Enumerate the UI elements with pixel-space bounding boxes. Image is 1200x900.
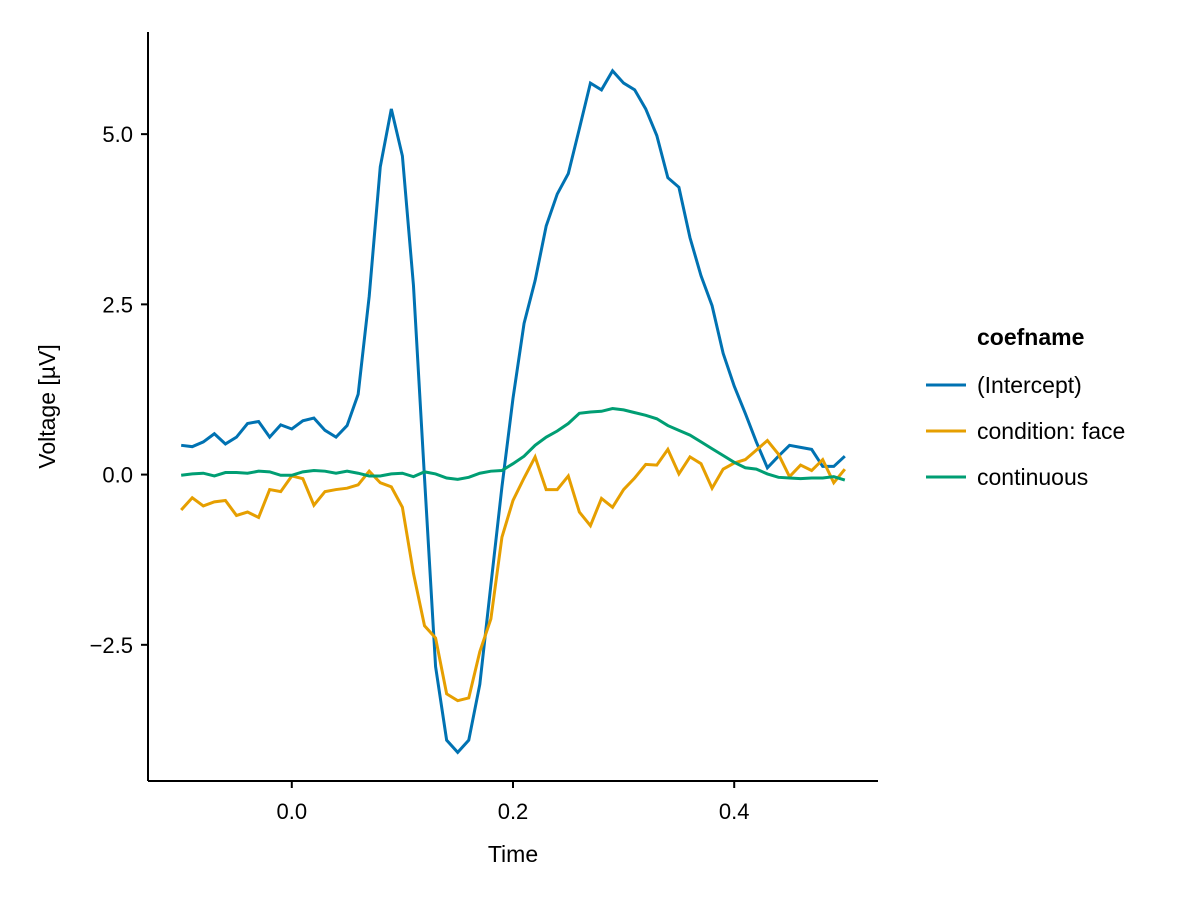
x-axis-title: Time [488,841,538,867]
series-line-2 [180,407,846,482]
y-tick-label: 0.0 [102,463,133,488]
x-tick-label: 0.0 [276,799,307,824]
y-axis-ticks: −2.5 0.0 2.5 5.0 [90,122,148,658]
x-axis-ticks: 0.0 0.2 0.4 [276,781,750,824]
axes: 0.0 0.2 0.4 −2.5 0.0 2.5 5.0 [90,32,878,824]
legend-label-0: (Intercept) [977,372,1082,398]
legend-label-1: condition: face [977,418,1125,444]
series-line-0 [180,68,846,755]
y-tick-label: −2.5 [90,633,133,658]
legend: coefname (Intercept) condition: face conti… [926,324,1125,490]
legend-title: coefname [977,324,1084,350]
y-tick-label: 2.5 [102,292,133,317]
plot-series [180,68,846,755]
x-tick-label: 0.4 [719,799,750,824]
y-axis-title: Voltage [µV] [34,344,60,469]
y-tick-label: 5.0 [102,122,133,147]
series-line-1 [180,438,846,703]
legend-label-2: continuous [977,464,1088,490]
x-tick-label: 0.2 [498,799,529,824]
